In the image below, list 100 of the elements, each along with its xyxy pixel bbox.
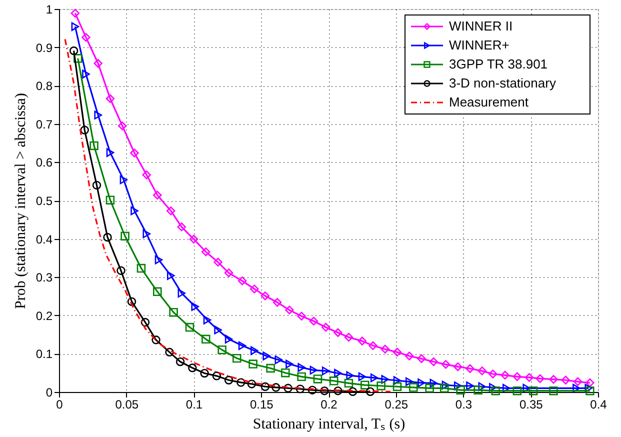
- point: [90, 141, 98, 150]
- legend-label: WINNER+: [449, 38, 510, 52]
- point: [344, 332, 354, 342]
- point: [308, 386, 317, 394]
- x-tick-label: 0.4: [590, 398, 608, 412]
- point: [154, 256, 163, 264]
- point: [320, 386, 329, 396]
- point: [127, 297, 136, 306]
- point: [442, 380, 450, 390]
- point: [561, 376, 570, 384]
- point: [348, 387, 358, 396]
- x-tick-label: 0.1: [186, 398, 203, 412]
- point: [218, 346, 226, 354]
- point: [247, 380, 256, 388]
- point: [260, 382, 270, 391]
- point: [346, 371, 354, 380]
- point: [313, 374, 322, 384]
- point: [82, 70, 90, 78]
- point: [116, 266, 126, 275]
- point: [214, 326, 222, 334]
- point: [281, 368, 290, 378]
- point: [512, 372, 522, 382]
- y-tick-label: 0.5: [36, 194, 53, 208]
- point: [250, 346, 258, 355]
- y-tick-label: 0.6: [36, 156, 53, 170]
- point: [297, 372, 306, 382]
- legend-label: 3-D non-stationary: [449, 76, 556, 90]
- y-tick-label: 1: [46, 2, 53, 16]
- point: [429, 357, 438, 366]
- point: [153, 190, 162, 200]
- point: [284, 384, 292, 393]
- legend-label: 3GPP TR 38.901: [449, 56, 548, 72]
- point: [524, 373, 534, 382]
- point: [584, 384, 592, 393]
- point: [202, 334, 210, 344]
- point: [260, 292, 270, 300]
- point: [266, 364, 275, 373]
- point: [103, 232, 112, 242]
- point: [488, 370, 498, 378]
- point: [169, 308, 178, 317]
- point: [176, 357, 185, 366]
- point: [549, 386, 558, 396]
- y-tick-label: 0.4: [36, 232, 53, 246]
- point: [528, 386, 538, 396]
- point: [140, 318, 150, 327]
- x-tick-label: 0.05: [115, 398, 139, 412]
- point: [70, 8, 80, 18]
- point: [94, 110, 102, 120]
- point: [440, 384, 449, 393]
- point: [404, 352, 414, 360]
- point: [152, 336, 160, 344]
- point: [502, 384, 510, 393]
- point: [376, 382, 386, 390]
- point: [130, 206, 138, 216]
- y-tick-label: 0.9: [36, 40, 53, 55]
- x-tick-label: 0: [56, 398, 64, 412]
- point: [368, 341, 378, 350]
- point: [298, 363, 306, 372]
- point: [120, 232, 130, 240]
- point: [478, 366, 486, 376]
- point: [118, 121, 127, 130]
- point: [106, 196, 115, 204]
- point: [94, 59, 102, 68]
- point: [285, 306, 294, 314]
- point: [392, 348, 402, 357]
- point: [489, 383, 497, 392]
- point: [224, 376, 234, 384]
- point: [586, 378, 594, 388]
- point: [248, 360, 258, 368]
- y-tick-label: 0.2: [36, 308, 53, 323]
- point: [106, 148, 114, 157]
- point: [454, 382, 462, 390]
- point: [418, 378, 426, 388]
- point: [360, 380, 370, 390]
- point: [238, 276, 247, 286]
- point: [80, 126, 89, 134]
- x-tick-label: 0.3: [455, 398, 472, 412]
- point: [322, 366, 330, 376]
- point: [381, 375, 389, 384]
- point: [500, 370, 510, 380]
- point: [142, 170, 151, 180]
- point: [262, 352, 270, 360]
- point: [370, 373, 378, 382]
- y-tick-label: 0.3: [36, 270, 53, 285]
- point: [478, 382, 486, 391]
- legend-label: Measurement: [449, 94, 529, 110]
- point: [454, 362, 462, 372]
- point: [573, 377, 582, 386]
- point: [380, 344, 390, 354]
- point: [456, 386, 465, 394]
- point: [177, 222, 186, 232]
- point: [296, 384, 305, 394]
- point: [441, 360, 450, 369]
- point: [417, 354, 426, 364]
- point: [236, 378, 246, 387]
- point: [165, 348, 174, 357]
- point: [224, 268, 234, 278]
- point: [425, 384, 434, 393]
- point: [430, 378, 438, 388]
- y-tick-label: 0: [46, 386, 53, 400]
